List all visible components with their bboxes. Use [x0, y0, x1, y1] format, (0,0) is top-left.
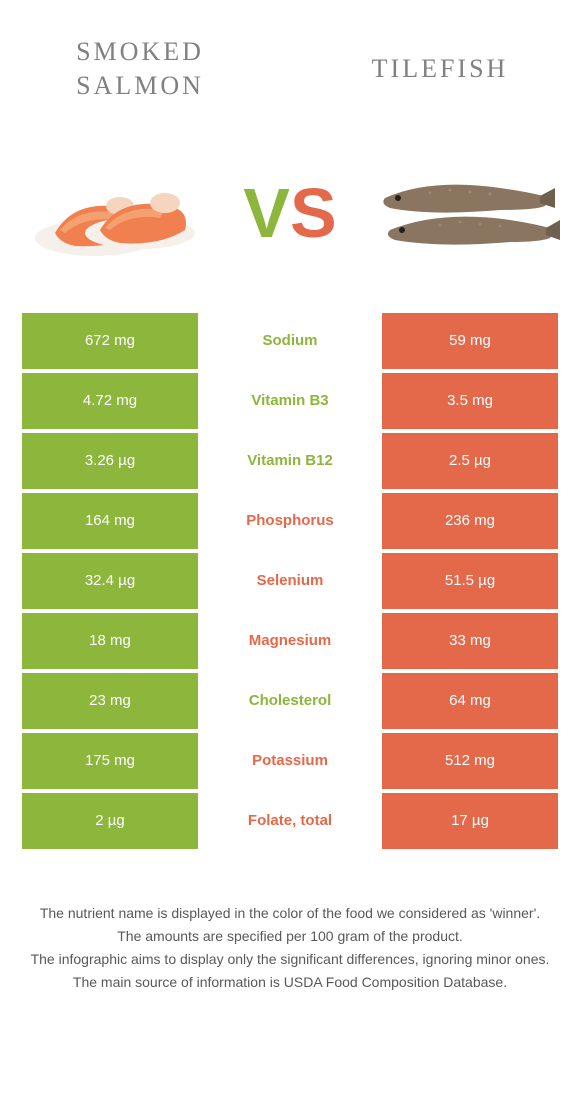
footnote-line: The amounts are specified per 100 gram o…	[30, 926, 550, 947]
nutrient-label: Folate, total	[202, 793, 378, 849]
nutrient-label: Selenium	[202, 553, 378, 609]
left-value: 164 mg	[22, 493, 198, 549]
table-row: 4.72 mgVitamin B33.5 mg	[22, 373, 558, 429]
right-value: 59 mg	[382, 313, 558, 369]
left-value: 23 mg	[22, 673, 198, 729]
right-value: 64 mg	[382, 673, 558, 729]
nutrient-label: Vitamin B12	[202, 433, 378, 489]
vs-label: VS	[243, 173, 336, 253]
right-value: 2.5 µg	[382, 433, 558, 489]
footnote-line: The main source of information is USDA F…	[30, 972, 550, 993]
table-row: 32.4 µgSelenium51.5 µg	[22, 553, 558, 609]
left-value: 4.72 mg	[22, 373, 198, 429]
salmon-image	[20, 153, 210, 273]
table-row: 2 µgFolate, total17 µg	[22, 793, 558, 849]
table-row: 175 mgPotassium512 mg	[22, 733, 558, 789]
footnote-line: The infographic aims to display only the…	[30, 949, 550, 970]
table-row: 18 mgMagnesium33 mg	[22, 613, 558, 669]
images-row: VS	[0, 123, 580, 313]
table-row: 23 mgCholesterol64 mg	[22, 673, 558, 729]
vs-s: S	[290, 173, 337, 253]
table-row: 164 mgPhosphorus236 mg	[22, 493, 558, 549]
nutrient-label: Sodium	[202, 313, 378, 369]
right-value: 51.5 µg	[382, 553, 558, 609]
right-value: 17 µg	[382, 793, 558, 849]
right-value: 3.5 mg	[382, 373, 558, 429]
footnotes: The nutrient name is displayed in the co…	[0, 853, 580, 993]
nutrient-label: Potassium	[202, 733, 378, 789]
table-row: 672 mgSodium59 mg	[22, 313, 558, 369]
left-value: 3.26 µg	[22, 433, 198, 489]
left-food-title: SMOKED SALMON	[40, 35, 240, 103]
nutrient-label: Vitamin B3	[202, 373, 378, 429]
table-row: 3.26 µgVitamin B122.5 µg	[22, 433, 558, 489]
right-value: 512 mg	[382, 733, 558, 789]
left-value: 18 mg	[22, 613, 198, 669]
left-value: 175 mg	[22, 733, 198, 789]
tilefish-image	[370, 153, 560, 273]
left-value: 2 µg	[22, 793, 198, 849]
right-value: 33 mg	[382, 613, 558, 669]
footnote-line: The nutrient name is displayed in the co…	[30, 903, 550, 924]
left-value: 672 mg	[22, 313, 198, 369]
nutrient-label: Phosphorus	[202, 493, 378, 549]
right-value: 236 mg	[382, 493, 558, 549]
nutrient-label: Cholesterol	[202, 673, 378, 729]
right-food-title: TILEFISH	[340, 52, 540, 86]
vs-v: V	[243, 173, 290, 253]
comparison-table: 672 mgSodium59 mg4.72 mgVitamin B33.5 mg…	[0, 313, 580, 849]
nutrient-label: Magnesium	[202, 613, 378, 669]
header: SMOKED SALMON TILEFISH	[0, 0, 580, 123]
left-value: 32.4 µg	[22, 553, 198, 609]
